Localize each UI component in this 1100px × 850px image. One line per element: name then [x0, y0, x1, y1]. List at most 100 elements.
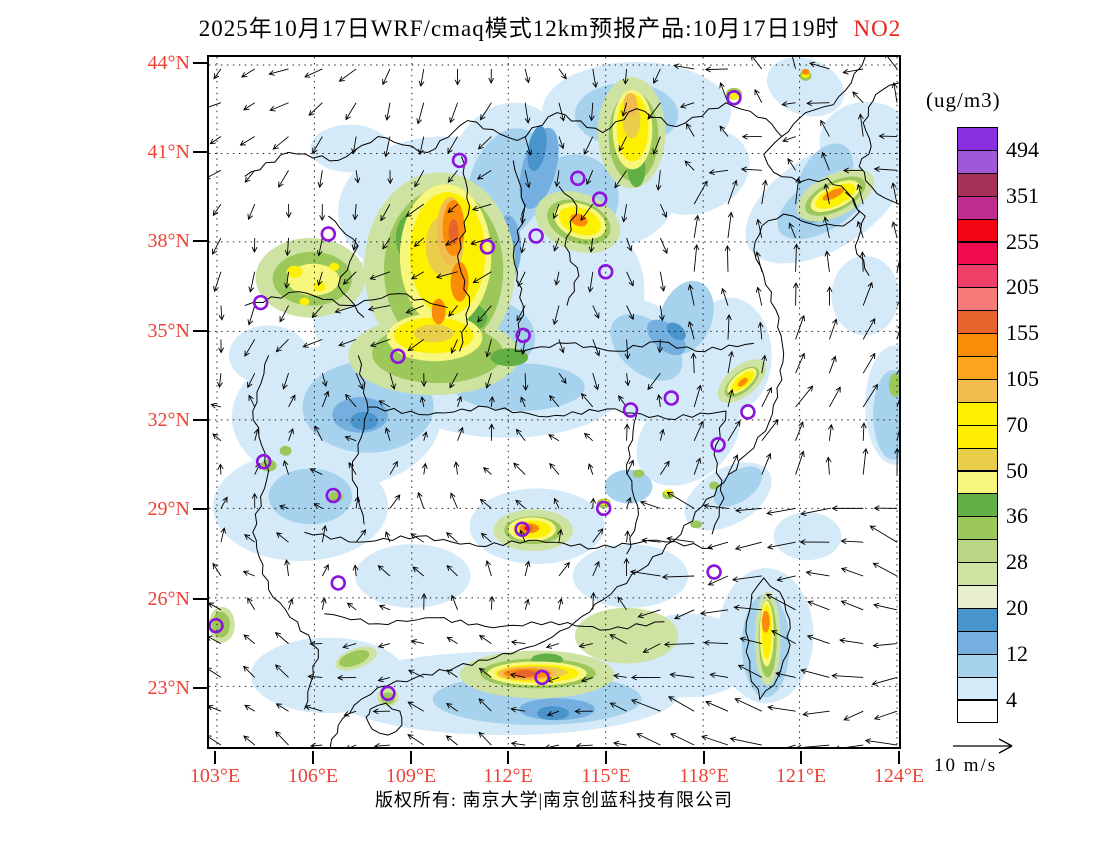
colorbar-segment: [957, 218, 998, 243]
lon-tick: [800, 751, 802, 764]
lat-tick: [193, 151, 207, 153]
lat-tick-label: 44°N: [147, 52, 190, 74]
title-text: 2025年10月17日WRF/cmaq模式12km预报产品:10月17日19时: [198, 16, 840, 41]
page-title: 2025年10月17日WRF/cmaq模式12km预报产品:10月17日19时 N…: [0, 9, 1100, 43]
copyright-text: 版权所有: 南京大学|南京创蓝科技有限公司: [374, 790, 734, 810]
title-pollutant: NO2: [853, 16, 902, 41]
colorbar-segment: [957, 424, 998, 449]
lon-tick: [410, 751, 412, 764]
lat-tick: [193, 508, 207, 510]
colorbar-segment: [957, 195, 998, 220]
colorbar-tick-label: 351: [1006, 182, 1039, 208]
lat-tick-label: 38°N: [147, 230, 190, 252]
lat-tick-label: 29°N: [147, 498, 190, 520]
colorbar-segment: [957, 447, 998, 472]
city-marker: [209, 617, 224, 634]
colorbar-tick-label: 105: [1006, 365, 1039, 391]
city-markers: [209, 90, 756, 702]
lon-tick-label: 121°E: [775, 765, 827, 787]
colorbar-segment: [957, 539, 998, 564]
city-marker: [451, 152, 468, 169]
colorbar-segment: [957, 241, 998, 266]
colorbar-segment: [957, 607, 998, 632]
colorbar-tick-label: 36: [1006, 503, 1028, 529]
city-marker: [514, 521, 530, 538]
colorbar-tick-label: 70: [1006, 411, 1028, 437]
lon-tick: [312, 751, 314, 764]
wind-scale-label: 10 m/s: [934, 755, 998, 776]
colorbar-tick-label: 205: [1006, 274, 1039, 300]
colorbar-segment: [957, 585, 998, 609]
colorbar-segment: [957, 699, 998, 724]
city-marker: [380, 685, 396, 702]
city-marker: [390, 348, 406, 365]
city-marker: [740, 404, 756, 420]
lon-tick-label: 106°E: [287, 765, 339, 787]
colorbar-segment: [957, 401, 998, 426]
colorbar-tick-label: 50: [1006, 457, 1028, 483]
city-marker: [570, 170, 586, 187]
city-marker: [320, 226, 337, 242]
province-boundaries: [244, 57, 899, 747]
colorbar-segment: [957, 356, 998, 380]
colorbar-segment: [957, 516, 998, 541]
colorbar-tick-label: 12: [1006, 640, 1028, 666]
lat-tick: [193, 330, 207, 332]
lat-tick: [193, 598, 207, 600]
lon-tick: [703, 751, 705, 764]
city-marker: [528, 228, 544, 244]
pollution-shading: [209, 57, 899, 736]
lon-tick-label: 103°E: [189, 765, 241, 787]
lon-tick-label: 124°E: [873, 765, 925, 787]
colorbar-segment: [957, 333, 998, 357]
colorbar-segment: [957, 470, 998, 495]
colorbar-tick-label: 4: [1006, 686, 1017, 712]
lat-tick-label: 32°N: [147, 409, 190, 431]
colorbar-unit-label: (ug/m3): [926, 88, 1001, 112]
lat-tick: [193, 240, 207, 242]
lat-tick: [193, 687, 207, 689]
city-marker: [515, 327, 531, 344]
colorbar-tick-label: 20: [1006, 594, 1028, 620]
lon-tick: [898, 751, 900, 764]
colorbar-segment: [957, 676, 998, 701]
lat-tick: [193, 419, 207, 421]
lat-tick-label: 23°N: [147, 677, 190, 699]
colorbar-segment: [957, 310, 998, 335]
wind-vectors: [209, 57, 899, 747]
colorbar-segment: [957, 172, 998, 197]
lat-tick-label: 26°N: [147, 588, 190, 610]
colorbar-segment: [957, 378, 998, 403]
lat-tick: [193, 62, 207, 64]
lat-tick-label: 41°N: [147, 141, 190, 163]
city-marker: [597, 264, 614, 280]
city-marker: [595, 500, 612, 517]
colorbar-tick-label: 255: [1006, 228, 1039, 254]
colorbar-segment: [957, 287, 998, 312]
lon-tick-label: 118°E: [679, 765, 729, 787]
colorbar-tick-label: 155: [1006, 320, 1039, 346]
map-canvas: [209, 57, 899, 747]
colorbar-segment: [957, 630, 998, 655]
city-marker: [726, 90, 742, 106]
colorbar-tick-label: 494: [1006, 136, 1039, 162]
city-marker: [255, 453, 272, 470]
city-marker: [591, 191, 608, 207]
lon-tick: [605, 751, 607, 764]
colorbar-segment: [957, 653, 998, 678]
lon-tick-label: 115°E: [581, 765, 631, 787]
city-marker: [706, 564, 722, 580]
colorbar-segment: [957, 127, 998, 151]
city-marker: [663, 390, 680, 406]
colorbar-segment: [957, 493, 998, 518]
lat-tick-label: 35°N: [147, 320, 190, 342]
city-marker: [479, 239, 496, 255]
lon-tick-label: 109°E: [385, 765, 437, 787]
colorbar-tick-label: 28: [1006, 549, 1028, 575]
city-marker: [330, 575, 347, 591]
lon-tick: [214, 751, 216, 764]
wind-scale-arrow-icon: [953, 738, 1013, 754]
lon-tick-label: 112°E: [483, 765, 533, 787]
city-marker: [710, 436, 726, 453]
colorbar-segment: [957, 149, 998, 174]
